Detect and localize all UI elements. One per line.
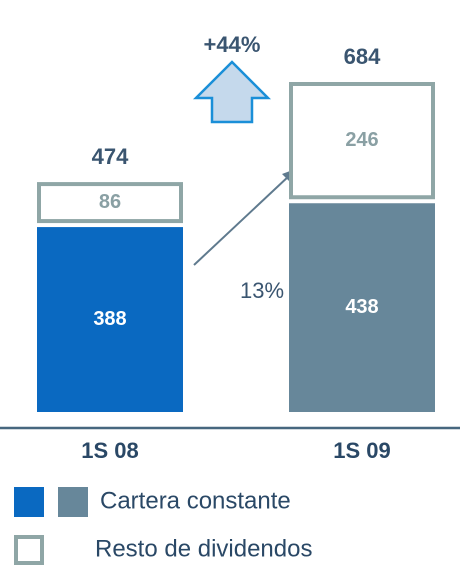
segment-label: 246 bbox=[345, 129, 378, 151]
segment-label: 438 bbox=[345, 296, 378, 318]
legend-label: Cartera constante bbox=[100, 487, 291, 514]
legend-label: Resto de dividendos bbox=[95, 535, 312, 562]
x-tick-label: 1S 08 bbox=[81, 438, 139, 463]
bar-segment bbox=[37, 182, 183, 224]
trend-line bbox=[193, 174, 291, 266]
bar-segment bbox=[37, 227, 183, 412]
legend-swatch bbox=[14, 535, 44, 565]
total-label: 474 bbox=[92, 144, 129, 169]
legend-swatch bbox=[14, 487, 44, 517]
growth-arrow bbox=[192, 60, 272, 124]
bar-segment bbox=[289, 203, 435, 412]
x-tick-label: 1S 09 bbox=[333, 438, 391, 463]
trend-label: 13% bbox=[240, 278, 284, 303]
bar-segment bbox=[289, 82, 435, 200]
segment-label: 86 bbox=[99, 191, 121, 213]
growth-label: +44% bbox=[204, 32, 261, 57]
segment-label: 388 bbox=[93, 308, 126, 330]
legend-swatch bbox=[58, 487, 88, 517]
total-label: 684 bbox=[344, 44, 381, 69]
